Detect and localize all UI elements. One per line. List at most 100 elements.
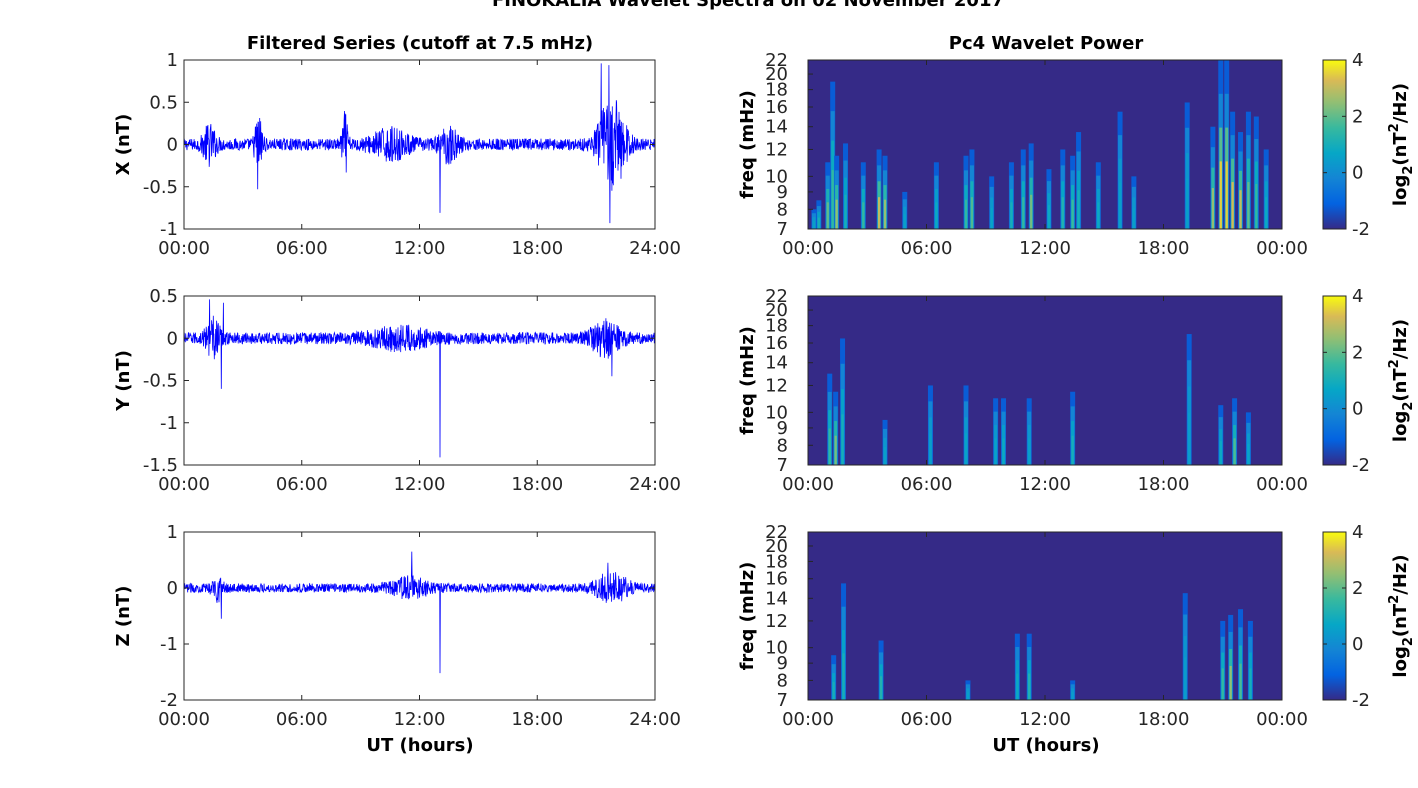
heatmap-panel-z-y-tick-label: 20 [765,536,788,557]
heatmap-panel-z-power-streak [1184,657,1187,700]
left-x-axis-label: UT (hours) [366,735,473,756]
heatmap-panel-x-power-streak [1030,194,1033,229]
heatmap-panel-z-y-tick-label: 22 [765,522,788,543]
heatmap-panel-z-x-tick-label: 18:00 [1138,709,1190,730]
heatmap-panel-z-power-streak [1016,673,1019,700]
heatmap-panel-y-power-streak [828,428,831,465]
line-panel-z-y-tick-label: 1 [167,522,178,543]
heatmap-panel-x-y-tick-label: 18 [765,80,788,101]
line-panel-y-y-tick-label: -0.5 [143,371,178,392]
heatmap-panel-z-y-tick-label: 7 [777,690,788,711]
heatmap-panel-y-power-streak [1219,441,1222,465]
heatmap-panel-y-y-tick-label: 12 [765,375,788,396]
heatmap-panel-z-y-tick-label: 10 [765,638,788,659]
heatmap-panel-y-colorbar-label: log2(nT2/Hz) [1387,319,1416,442]
heatmap-panel-x-power-streak [935,202,938,229]
heatmap-panel-z-colorbar-tick-label: -2 [1352,690,1370,711]
heatmap-panel-y-colorbar-tick-label: 0 [1352,399,1363,420]
heatmap-panel-x-power-streak [1239,190,1242,229]
heatmap-panel-z-y-tick-label: 14 [765,588,788,609]
heatmap-panel-x-y-tick-label: 14 [765,117,788,138]
heatmap-panel-y-colorbar-label-part: 2 [1401,402,1416,411]
heatmap-panel-y-colorbar-label-part: 2 [1387,359,1402,368]
heatmap-panel-z-colorbar-label-part: (nT [1390,603,1411,637]
heatmap-panel-z-colorbar-tick-label: 0 [1352,634,1363,655]
line-panel-x-y-axis-label: X (nT) [113,114,134,176]
right-x-axis-label: UT (hours) [992,735,1099,756]
heatmap-panel-y-power-streak [994,438,997,465]
heatmap-panel-x-colorbar-tick-label: 0 [1352,163,1363,184]
heatmap-panel-x-power-streak [844,194,847,229]
line-panel-x-x-tick-label: 00:00 [158,238,210,259]
heatmap-panel-x-power-streak [1132,207,1135,229]
heatmap-panel-z-x-tick-label: 12:00 [1019,709,1071,730]
heatmap-panel-x-x-tick-label: 12:00 [1019,238,1071,259]
heatmap-panel-x-colorbar-label-part: log [1390,175,1411,206]
heatmap-panel-z-y-tick-label: 16 [765,569,788,590]
figure-title: FINOKALIA Wavelet Spectra on 02 November… [492,0,1004,11]
chart-panels: 10.50-0.5-100:00 06:00 12:00 18:00 24:00X (n… [113,50,1416,730]
heatmap-panel-y-colorbar-tick-label: 2 [1352,342,1363,363]
heatmap-panel-z-colorbar-label-part: log [1390,646,1411,677]
heatmap-panel-x-power-streak [970,197,974,229]
heatmap-panel-x-power-streak [862,202,865,229]
heatmap-panel-y-y-tick-label: 18 [765,316,788,337]
heatmap-panel-z-x-tick-label: 00:00 [1256,709,1308,730]
heatmap-panel-x-power-streak [964,199,968,229]
heatmap-panel-x-colorbar-tick-label: 2 [1352,106,1363,127]
heatmap-panel-z-y-tick-label: 12 [765,611,788,632]
heatmap-panel-z-background [808,532,1282,700]
heatmap-panel-z-power-streak [1221,668,1224,700]
line-panel-y-trace [184,299,655,458]
heatmap-panel-x-power-streak [903,214,906,229]
heatmap-panel-z-power-streak [1071,692,1074,700]
line-panel-y-y-axis-label: Y (nT) [113,350,134,412]
heatmap-panel-x-power-streak [1097,202,1100,229]
heatmap-panel-y-colorbar-label-part: /Hz) [1390,319,1411,359]
heatmap-panel-x-power-layer [811,60,1269,229]
heatmap-panel-y-background [808,296,1282,465]
heatmap-panel-z-power-streak [1239,663,1242,700]
heatmap-panel-z-x-tick-label: 00:00 [782,709,834,730]
heatmap-panel-x-power-streak [835,199,838,229]
heatmap-panel-y-y-tick-label: 14 [765,353,788,374]
heatmap-panel-y-y-tick-label: 10 [765,402,788,423]
heatmap-panel-y-power-streak [1233,438,1236,465]
heatmap-panel-x-power-streak [1022,197,1025,229]
heatmap-panel-x-power-streak [883,199,887,229]
heatmap-panel-z-power-streak [966,692,970,700]
heatmap-panel-x-colorbar-label: log2(nT2/Hz) [1387,83,1416,206]
heatmap-panel-x-y-tick-label: 8 [777,199,788,220]
heatmap-panel-y-y-tick-label: 16 [765,333,788,354]
heatmap-panel-y-y-axis-label: freq (mHz) [737,326,758,435]
heatmap-panel-x-y-tick-label: 22 [765,50,788,71]
line-panel-z-x-tick-label: 12:00 [394,709,446,730]
heatmap-panel-z-y-tick-label: 9 [777,653,788,674]
line-panel-y-x-tick-label: 24:00 [629,474,681,495]
line-panel-z-y-tick-label: -2 [160,690,178,711]
heatmap-panel-x-colorbar [1322,59,1347,230]
line-panel-y-y-tick-label: 0 [167,328,178,349]
heatmap-panel-y-colorbar-tick-label: 4 [1352,286,1363,307]
heatmap-panel-y-x-tick-label: 18:00 [1138,474,1190,495]
line-panel-x-x-tick-label: 06:00 [276,238,328,259]
heatmap-panel-x-power-streak [1265,197,1268,229]
left-column-title: Filtered Series (cutoff at 7.5 mHz) [247,33,593,54]
heatmap-panel-x-power-streak [1077,190,1080,229]
heatmap-panel-x-power-streak [1247,182,1250,229]
heatmap-panel-z-power-streak [842,653,845,700]
line-panel-x-x-tick-label: 12:00 [394,238,446,259]
heatmap-panel-y-y-tick-label: 22 [765,286,788,307]
heatmap-panel-x-y-tick-label: 16 [765,97,788,118]
heatmap-panel-z-power-streak [832,682,835,700]
heatmap-panel-z-colorbar-label-part: 2 [1387,595,1402,604]
heatmap-panel-x-x-tick-label: 00:00 [782,238,834,259]
heatmap-panel-z-colorbar-label: log2(nT2/Hz) [1387,554,1416,677]
heatmap-panel-x-x-tick-label: 06:00 [901,238,953,259]
heatmap-panel-x-power-streak [1211,188,1214,229]
heatmap-panel-z-colorbar-tick-label: 4 [1352,522,1363,543]
heatmap-panel-z-colorbar-label-part: /Hz) [1390,554,1411,594]
heatmap-panel-x-colorbar-tick-label: 4 [1352,50,1363,71]
heatmap-panel-z-power-streak [1249,668,1252,700]
line-panel-x-x-tick-label: 18:00 [511,238,563,259]
